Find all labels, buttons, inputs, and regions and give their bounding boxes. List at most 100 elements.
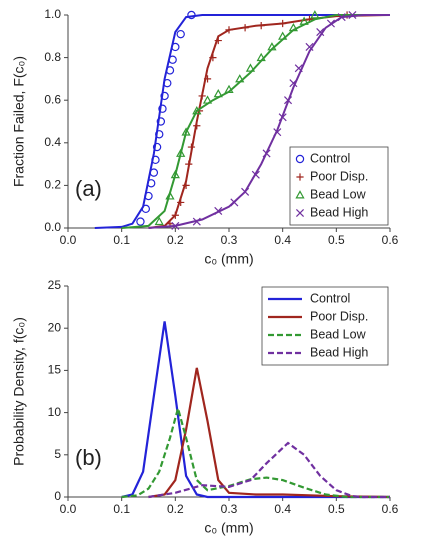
marker xyxy=(181,127,191,136)
marker xyxy=(241,24,249,32)
y-tick-label: 5 xyxy=(54,447,61,461)
marker xyxy=(158,104,167,113)
marker xyxy=(149,168,159,177)
marker xyxy=(163,78,172,88)
y-tick-label: 25 xyxy=(48,278,62,292)
marker xyxy=(294,64,303,73)
x-axis-label: c₀ (mm) xyxy=(204,251,253,267)
marker xyxy=(235,74,245,83)
marker xyxy=(209,54,217,62)
x-tick-label: 0.1 xyxy=(113,233,130,247)
fit-line xyxy=(94,14,390,229)
y-tick-label: 0.6 xyxy=(44,92,61,106)
line xyxy=(148,441,390,499)
marker xyxy=(273,128,282,137)
panel-label: (a) xyxy=(75,176,102,201)
marker xyxy=(170,169,180,179)
marker xyxy=(289,79,298,88)
marker xyxy=(168,55,177,64)
marker xyxy=(305,42,314,51)
y-tick-label: 0.8 xyxy=(44,50,61,64)
x-tick-label: 0.5 xyxy=(328,502,345,516)
y-axis-label: Fraction Failed, F(c₀) xyxy=(11,56,27,187)
legend-marker xyxy=(295,154,305,164)
marker xyxy=(141,204,151,214)
legend-label: Poor Disp. xyxy=(310,169,368,183)
marker xyxy=(185,160,193,168)
legend-label: Bead High xyxy=(310,205,368,219)
marker xyxy=(177,198,185,207)
marker xyxy=(278,113,287,122)
marker xyxy=(165,66,175,75)
marker xyxy=(225,26,233,34)
marker xyxy=(310,10,320,19)
marker xyxy=(152,142,162,152)
x-tick-label: 0.1 xyxy=(113,502,130,516)
marker xyxy=(251,170,260,179)
y-tick-label: 0.0 xyxy=(44,220,61,234)
legend-label: Bead Low xyxy=(310,327,367,341)
marker xyxy=(156,117,166,126)
legend-label: Control xyxy=(310,291,350,305)
marker xyxy=(224,84,234,94)
marker xyxy=(241,187,250,196)
marker xyxy=(256,52,266,62)
x-tick-label: 0.0 xyxy=(60,502,77,516)
marker xyxy=(160,91,169,101)
legend-box xyxy=(289,146,389,226)
marker xyxy=(299,16,309,25)
x-tick-label: 0.4 xyxy=(274,233,291,247)
marker xyxy=(136,217,145,226)
y-tick-label: 0.2 xyxy=(44,178,61,192)
marker xyxy=(198,92,206,100)
marker xyxy=(146,179,156,188)
marker xyxy=(192,217,201,226)
y-tick-label: 20 xyxy=(48,320,62,334)
marker xyxy=(316,28,325,37)
marker xyxy=(267,42,277,51)
marker xyxy=(279,19,287,28)
legend-label: Poor Disp. xyxy=(310,309,368,323)
marker xyxy=(284,96,293,105)
line xyxy=(148,367,391,499)
marker xyxy=(214,36,222,45)
marker xyxy=(230,198,239,207)
x-tick-label: 0.6 xyxy=(382,233,399,247)
y-axis-label: Probability Density, f(c₀) xyxy=(11,317,27,466)
marker xyxy=(288,22,299,32)
panel-label: (b) xyxy=(75,445,102,470)
x-tick-label: 0.3 xyxy=(221,233,238,247)
marker xyxy=(187,10,196,20)
x-tick-label: 0.2 xyxy=(167,502,184,516)
line xyxy=(121,321,390,499)
marker xyxy=(193,122,201,130)
marker xyxy=(154,216,164,226)
y-tick-label: 15 xyxy=(48,363,62,377)
y-tick-label: 0.4 xyxy=(44,135,61,149)
marker xyxy=(176,29,185,39)
line xyxy=(121,404,390,499)
legend-marker xyxy=(295,190,305,199)
marker xyxy=(144,191,153,201)
x-axis-label: c₀ (mm) xyxy=(204,520,253,536)
x-tick-label: 0.3 xyxy=(221,502,238,516)
legend-marker xyxy=(296,173,304,181)
legend-label: Bead Low xyxy=(310,187,367,201)
marker xyxy=(337,13,346,22)
marker xyxy=(245,63,256,72)
x-tick-label: 0.2 xyxy=(167,233,184,247)
marker xyxy=(348,10,357,20)
x-tick-label: 0.6 xyxy=(382,502,399,516)
x-tick-label: 0.0 xyxy=(60,233,77,247)
y-tick-label: 10 xyxy=(48,405,62,419)
marker xyxy=(182,181,190,189)
legend-label: Control xyxy=(310,151,350,165)
marker xyxy=(176,148,186,157)
x-tick-label: 0.5 xyxy=(328,233,345,247)
marker xyxy=(326,19,335,28)
marker xyxy=(213,88,223,98)
marker xyxy=(151,155,160,165)
marker xyxy=(202,95,213,104)
marker xyxy=(165,191,175,200)
marker xyxy=(155,130,164,139)
